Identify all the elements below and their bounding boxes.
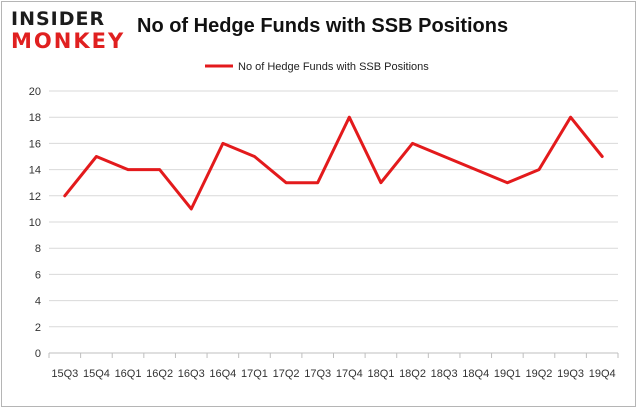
x-tick-label: 19Q1 <box>494 368 521 380</box>
y-tick-label: 0 <box>35 348 41 360</box>
x-tick-label: 18Q2 <box>399 368 426 380</box>
x-tick-label: 19Q2 <box>526 368 553 380</box>
x-tick-label: 16Q1 <box>115 368 142 380</box>
insider-monkey-logo: INSIDER MONKEY <box>11 8 126 53</box>
chart-title: No of Hedge Funds with SSB Positions <box>137 15 509 37</box>
y-tick-label: 20 <box>29 86 41 98</box>
y-tick-label: 18 <box>29 112 41 124</box>
data-point <box>569 116 572 119</box>
data-point <box>474 168 477 171</box>
series-line <box>63 115 604 211</box>
y-tick-label: 8 <box>35 243 41 255</box>
x-tick-label: 18Q1 <box>367 368 394 380</box>
data-point <box>253 155 256 158</box>
data-point <box>95 155 98 158</box>
logo-text-bottom: MONKEY <box>11 29 126 53</box>
data-point <box>600 155 604 158</box>
data-point <box>348 116 351 119</box>
data-point <box>411 142 414 145</box>
y-tick-label: 16 <box>29 138 41 150</box>
x-tick-label: 19Q3 <box>557 368 584 380</box>
x-tick-label: 15Q3 <box>51 368 78 380</box>
x-tick-label: 17Q1 <box>241 368 268 380</box>
data-point <box>284 181 288 184</box>
data-point <box>379 181 383 184</box>
x-tick-label: 19Q4 <box>589 368 616 380</box>
y-tick-label: 2 <box>35 322 41 334</box>
y-tick-label: 6 <box>35 269 41 281</box>
data-point <box>221 142 225 145</box>
x-tick-label: 16Q2 <box>146 368 173 380</box>
x-tick-label: 16Q3 <box>178 368 205 380</box>
x-tick-label: 17Q4 <box>336 368 363 380</box>
logo-text-top: INSIDER <box>11 8 106 30</box>
x-tick-label: 15Q4 <box>83 368 110 380</box>
legend-label: No of Hedge Funds with SSB Positions <box>238 61 429 73</box>
x-tick-label: 16Q4 <box>209 368 236 380</box>
data-point <box>442 155 446 158</box>
x-tick-label: 17Q2 <box>273 368 300 380</box>
y-tick-label: 12 <box>29 191 41 203</box>
data-point <box>190 207 193 211</box>
data-point <box>506 181 509 184</box>
x-tick-label: 18Q3 <box>431 368 458 380</box>
y-tick-label: 10 <box>29 217 41 229</box>
data-point <box>316 181 319 184</box>
data-point <box>126 168 130 171</box>
y-tick-label: 4 <box>35 296 41 308</box>
data-point <box>537 168 541 171</box>
x-tick-label: 17Q3 <box>304 368 331 380</box>
x-tick-label: 18Q4 <box>462 368 489 380</box>
y-tick-label: 14 <box>29 165 41 177</box>
data-point <box>158 168 161 171</box>
data-point <box>63 194 67 197</box>
